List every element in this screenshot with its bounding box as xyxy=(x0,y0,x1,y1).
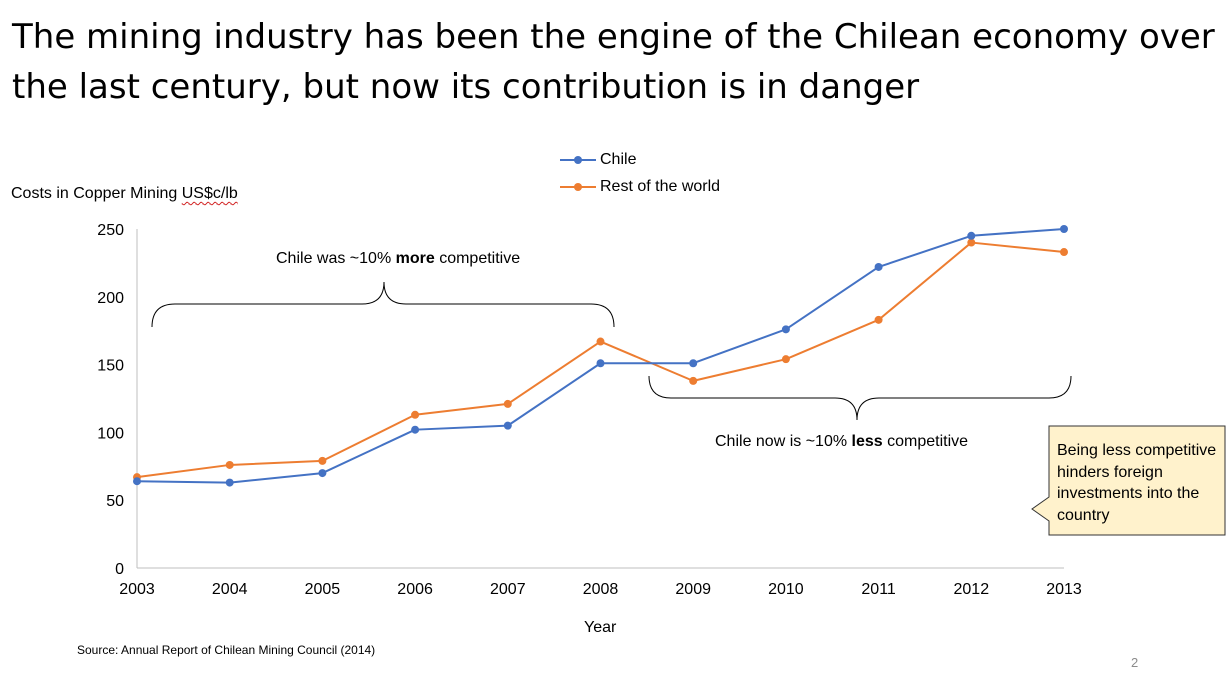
data-point-rest-of-the-world xyxy=(596,337,605,346)
chart-axes xyxy=(136,229,1064,569)
legend-swatch-rest-of-world xyxy=(560,177,596,197)
x-tick-label: 2011 xyxy=(861,581,896,598)
data-point-rest-of-the-world xyxy=(967,238,976,247)
annotation-brackets xyxy=(151,281,1072,421)
x-axis-label: Year xyxy=(584,619,617,636)
annotation-less-bold: less xyxy=(851,433,883,450)
data-point-chile xyxy=(781,325,790,334)
y-tick-label: 250 xyxy=(97,222,124,239)
source-note: Source: Annual Report of Chilean Mining … xyxy=(77,643,376,657)
data-point-chile xyxy=(411,425,420,434)
y-axis-label: Costs in Copper Mining US$c/lb xyxy=(11,185,238,203)
x-tick-label: 2009 xyxy=(675,581,711,598)
data-point-chile xyxy=(967,231,976,240)
callout-box xyxy=(1031,425,1226,536)
series-layer xyxy=(133,225,1068,487)
y-tick-label: 0 xyxy=(115,561,124,578)
y-axis-label-text: Costs in Copper Mining xyxy=(11,185,178,202)
data-point-chile xyxy=(1060,225,1068,233)
y-tick-label: 200 xyxy=(97,290,124,307)
data-point-chile xyxy=(689,359,698,368)
legend-label-rest-of-world: Rest of the world xyxy=(600,178,721,195)
annotation-more-prefix: Chile was ~10% xyxy=(276,250,396,267)
data-point-rest-of-the-world xyxy=(1060,248,1068,257)
bracket-bottom xyxy=(648,375,1072,421)
legend-label-chile: Chile xyxy=(600,151,637,168)
x-tick-label: 2013 xyxy=(1046,581,1082,598)
legend-dot-chile xyxy=(574,156,582,164)
page-number: 2 xyxy=(1131,655,1139,670)
bracket-top xyxy=(151,281,615,328)
annotation-less-competitive: Chile now is ~10% less competitive xyxy=(715,433,968,451)
data-point-rest-of-the-world xyxy=(411,410,420,419)
data-point-chile xyxy=(503,421,512,430)
x-tick-label: 2003 xyxy=(119,581,155,598)
data-point-rest-of-the-world xyxy=(225,460,234,469)
slide-title: The mining industry has been the engine … xyxy=(12,17,1215,107)
data-point-chile xyxy=(133,477,141,486)
annotation-less-suffix: competitive xyxy=(882,433,969,450)
y-tick-label: 100 xyxy=(97,425,124,442)
x-tick-label: 2008 xyxy=(583,581,619,598)
annotation-more-competitive: Chile was ~10% more competitive xyxy=(276,250,520,268)
data-point-rest-of-the-world xyxy=(318,456,327,465)
legend-swatch-chile xyxy=(560,150,596,170)
annotation-less-prefix: Chile now is ~10% xyxy=(715,433,852,450)
data-point-rest-of-the-world xyxy=(503,399,512,408)
data-point-chile xyxy=(596,359,605,368)
y-axis-unit: US$c/lb xyxy=(181,185,238,202)
x-tick-label: 2004 xyxy=(212,581,248,598)
legend-item-chile: Chile xyxy=(560,150,636,170)
annotation-more-suffix: competitive xyxy=(434,250,521,267)
legend-item-rest-of-world: Rest of the world xyxy=(560,177,720,197)
y-tick-label: 50 xyxy=(106,493,124,510)
data-point-chile xyxy=(874,262,883,271)
data-point-rest-of-the-world xyxy=(689,376,698,385)
callout-text: Being less competitive hinders foreign i… xyxy=(1057,442,1217,524)
tick-labels: 0 50 100 150 200 250 2003 2004 2005 2006 2007 2008 2… xyxy=(97,222,1082,598)
legend-dot-rest-of-world xyxy=(574,183,582,191)
x-tick-label: 2012 xyxy=(954,581,990,598)
data-point-chile xyxy=(318,469,327,478)
data-point-rest-of-the-world xyxy=(781,355,790,364)
data-point-rest-of-the-world xyxy=(874,315,883,324)
data-point-chile xyxy=(225,478,234,487)
y-tick-label: 150 xyxy=(97,358,124,375)
x-tick-label: 2005 xyxy=(305,581,341,598)
x-tick-label: 2007 xyxy=(490,581,526,598)
annotation-more-bold: more xyxy=(395,250,435,267)
x-tick-label: 2010 xyxy=(768,581,804,598)
x-tick-label: 2006 xyxy=(397,581,433,598)
